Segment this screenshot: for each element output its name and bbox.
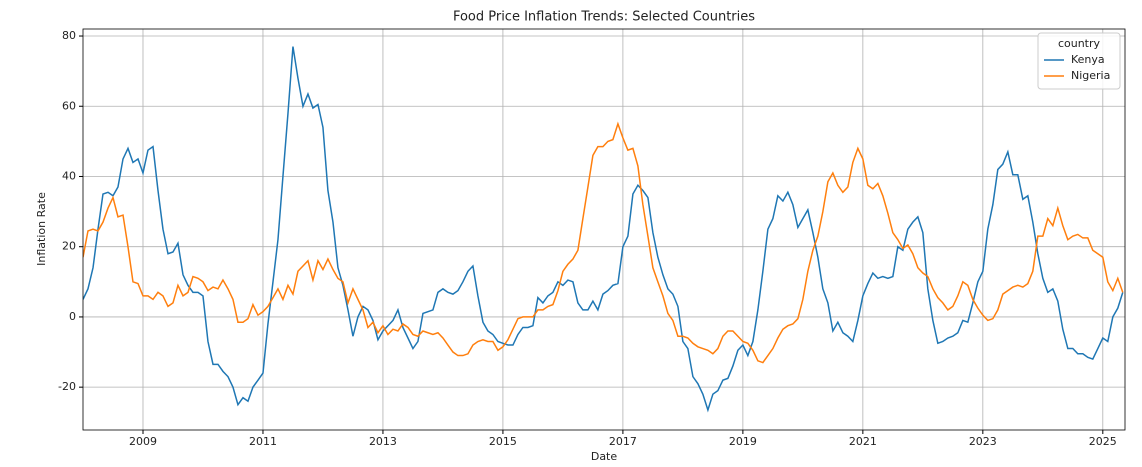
legend-label: Nigeria bbox=[1071, 69, 1110, 82]
x-tick-label: 2025 bbox=[1089, 435, 1117, 448]
legend-box bbox=[1037, 32, 1121, 90]
x-tick-label: 2009 bbox=[129, 435, 157, 448]
x-tick-label: 2019 bbox=[729, 435, 757, 448]
x-tick-label: 2011 bbox=[249, 435, 277, 448]
y-tick-label: -20 bbox=[58, 380, 76, 393]
x-tick-label: 2023 bbox=[969, 435, 997, 448]
x-axis-label: Date bbox=[591, 450, 618, 463]
chart-title: Food Price Inflation Trends: Selected Co… bbox=[453, 10, 755, 25]
x-tick-label: 2021 bbox=[849, 435, 877, 448]
y-tick-label: 40 bbox=[62, 169, 76, 182]
y-axis-label: Inflation Rate bbox=[35, 192, 48, 266]
series-line bbox=[83, 46, 1124, 413]
y-tick-label: 20 bbox=[62, 240, 76, 253]
legend-label: Kenya bbox=[1071, 53, 1105, 66]
y-tick-label: 80 bbox=[62, 29, 76, 42]
x-tick-label: 2017 bbox=[609, 435, 637, 448]
y-tick-label: 0 bbox=[69, 310, 76, 323]
x-tick-label: 2015 bbox=[489, 435, 517, 448]
x-tick-label: 2013 bbox=[369, 435, 397, 448]
legend-title: country bbox=[1058, 37, 1101, 50]
plot-frame bbox=[82, 28, 1126, 431]
y-tick-label: 60 bbox=[62, 99, 76, 112]
series-line bbox=[83, 121, 1124, 364]
